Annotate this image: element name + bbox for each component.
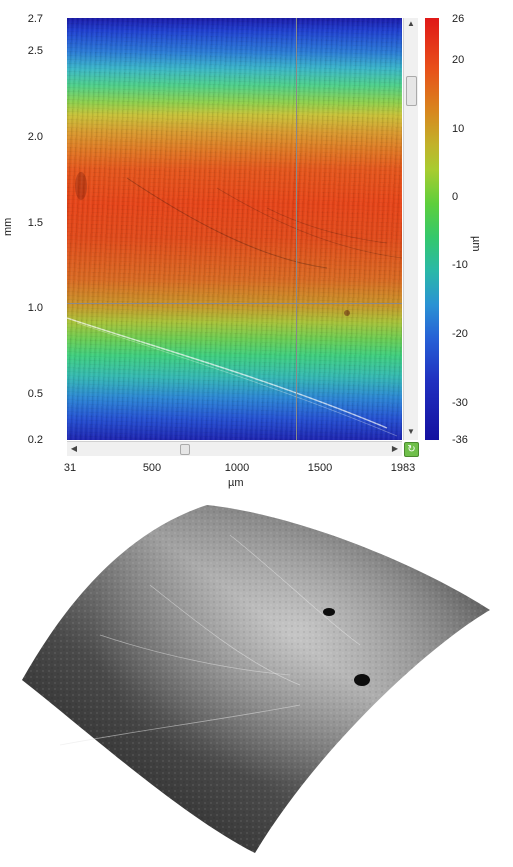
colorbar-tick: -30 — [452, 397, 468, 409]
colorbar-tick: 0 — [452, 191, 459, 203]
scroll-right-icon[interactable]: ▶ — [391, 444, 399, 453]
y-tick: 2.5 — [27, 45, 43, 57]
x-tick: 1983 — [390, 462, 416, 474]
colorbar-tick: 26 — [452, 13, 465, 25]
x-tick: 1000 — [224, 462, 250, 474]
surface-scratch-lines — [67, 172, 402, 437]
y-tick: 0.5 — [27, 388, 43, 400]
vertical-scroll-thumb[interactable] — [406, 76, 417, 106]
horizontal-scroll-thumb[interactable] — [180, 444, 190, 455]
colorbar-tick: -20 — [452, 328, 468, 340]
surface-3d-view[interactable] — [0, 495, 513, 867]
crosshair-vertical[interactable] — [296, 18, 297, 440]
vertical-scrollbar[interactable]: ▲ ▼ — [403, 18, 418, 440]
y-tick: 1.5 — [27, 217, 43, 229]
x-tick: 31 — [63, 462, 77, 474]
scroll-up-icon[interactable]: ▲ — [407, 19, 415, 28]
scroll-down-icon[interactable]: ▼ — [407, 427, 415, 436]
x-tick: 1500 — [307, 462, 333, 474]
y-tick: 0.2 — [27, 434, 43, 446]
x-axis-label: µm — [228, 477, 244, 489]
horizontal-scrollbar[interactable]: ◀ ▶ — [67, 441, 402, 456]
y-tick: 1.0 — [27, 302, 43, 314]
scroll-left-icon[interactable]: ◀ — [70, 444, 78, 453]
colorbar-tick: -36 — [452, 434, 468, 446]
colorbar-tick: 20 — [452, 54, 465, 66]
refresh-icon[interactable]: ↻ — [404, 442, 419, 457]
height-map-image[interactable] — [67, 18, 402, 440]
colorbar-tick: 10 — [452, 123, 465, 135]
crosshair-horizontal[interactable] — [67, 303, 402, 304]
y-tick: 2.0 — [27, 131, 43, 143]
colorbar-axis-label: µm — [470, 236, 482, 252]
colorbar-tick: -10 — [452, 259, 468, 271]
y-tick: 2.7 — [27, 13, 43, 25]
x-tick: 500 — [142, 462, 162, 474]
color-scale-bar — [425, 18, 439, 440]
